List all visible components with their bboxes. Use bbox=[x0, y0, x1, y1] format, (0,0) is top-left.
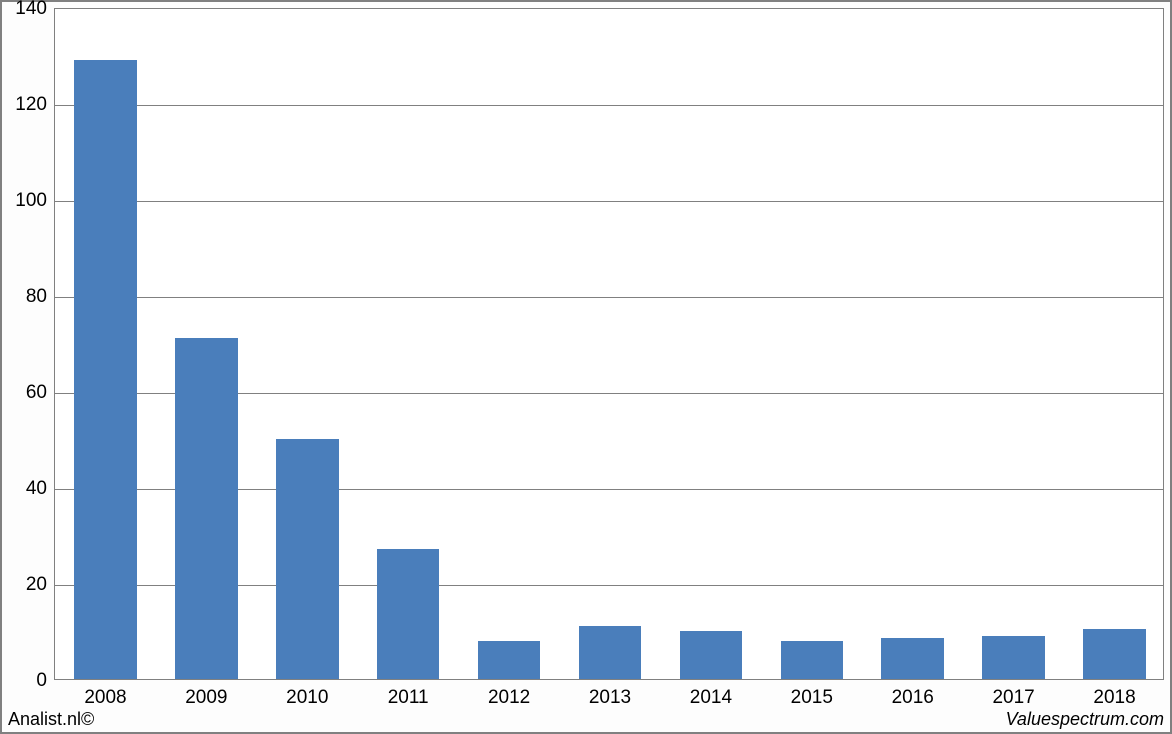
bar bbox=[680, 631, 743, 679]
bar bbox=[175, 338, 238, 679]
grid-line bbox=[55, 297, 1163, 298]
y-axis-label: 20 bbox=[26, 574, 55, 596]
x-axis-label: 2011 bbox=[388, 679, 429, 709]
x-axis-label: 2013 bbox=[589, 679, 631, 709]
y-axis-label: 60 bbox=[26, 382, 55, 404]
bar bbox=[1083, 629, 1146, 679]
x-axis-label: 2015 bbox=[791, 679, 833, 709]
x-axis-label: 2009 bbox=[185, 679, 227, 709]
y-axis-label: 80 bbox=[26, 286, 55, 308]
bar bbox=[74, 60, 137, 679]
chart-plot-area: 0204060801001201402008200920102011201220… bbox=[54, 8, 1164, 680]
bar bbox=[982, 636, 1045, 679]
bar bbox=[478, 641, 541, 679]
x-axis-label: 2014 bbox=[690, 679, 732, 709]
x-axis-label: 2018 bbox=[1093, 679, 1135, 709]
footer-left-credit: Analist.nl© bbox=[8, 709, 94, 730]
x-axis-label: 2016 bbox=[892, 679, 934, 709]
y-axis-label: 140 bbox=[15, 0, 55, 20]
y-axis-label: 100 bbox=[15, 190, 55, 212]
grid-line bbox=[55, 105, 1163, 106]
bar bbox=[781, 641, 844, 679]
chart-frame: 0 20 40 60 80 100 120 140 2008 2009 2010 2011 2012 20… bbox=[0, 0, 1172, 734]
y-axis-label: 40 bbox=[26, 478, 55, 500]
footer-right-credit: Valuespectrum.com bbox=[1006, 709, 1164, 730]
x-axis-label: 2017 bbox=[992, 679, 1034, 709]
bar bbox=[881, 638, 944, 679]
bar bbox=[579, 626, 642, 679]
grid-line bbox=[55, 201, 1163, 202]
bar bbox=[377, 549, 440, 679]
x-axis-label: 2010 bbox=[286, 679, 328, 709]
bar bbox=[276, 439, 339, 679]
x-axis-label: 2012 bbox=[488, 679, 530, 709]
y-axis-label: 120 bbox=[15, 94, 55, 116]
x-axis-label: 2008 bbox=[84, 679, 126, 709]
y-axis-label: 0 bbox=[36, 670, 55, 692]
